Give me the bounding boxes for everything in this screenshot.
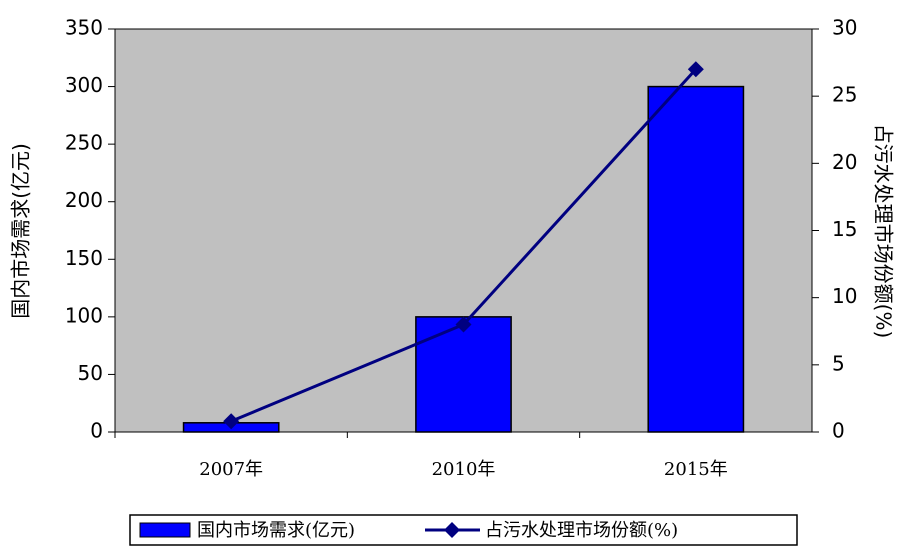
y-tick-label: 50 (78, 361, 103, 385)
x-tick-label: 2010年 (432, 459, 496, 480)
bar (647, 85, 745, 433)
y2-axis-title: 占污水处理市场份额(%) (872, 124, 896, 339)
y-axis-title: 国内市场需求(亿元) (9, 143, 33, 319)
y2-tick-label: 5 (832, 351, 845, 375)
y2-tick-label: 15 (832, 217, 857, 241)
marker (223, 413, 240, 430)
x-tick-label: 2007年 (199, 459, 263, 480)
x-tick-label: 2015年 (664, 459, 728, 480)
bar (415, 316, 512, 433)
marker (687, 61, 704, 78)
y-tick-label: 350 (65, 16, 103, 40)
y2-tick-label: 10 (832, 284, 857, 308)
y2-tick-label: 0 (832, 419, 845, 443)
y2-tick-label: 20 (832, 150, 857, 174)
legend-swatch (139, 522, 191, 538)
y-tick-label: 200 (65, 188, 103, 212)
legend-label: 占污水处理市场份额(%) (485, 520, 678, 541)
marker (455, 316, 472, 333)
legend-marker (444, 522, 460, 538)
y-tick-label: 0 (90, 419, 103, 443)
y-tick-label: 250 (65, 131, 103, 155)
y2-tick-label: 30 (832, 16, 857, 40)
y-tick-label: 150 (65, 246, 103, 270)
legend-label: 国内市场需求(亿元) (197, 520, 355, 541)
y2-tick-label: 25 (832, 83, 857, 107)
y-tick-label: 300 (65, 73, 103, 97)
y-tick-label: 100 (65, 303, 103, 327)
